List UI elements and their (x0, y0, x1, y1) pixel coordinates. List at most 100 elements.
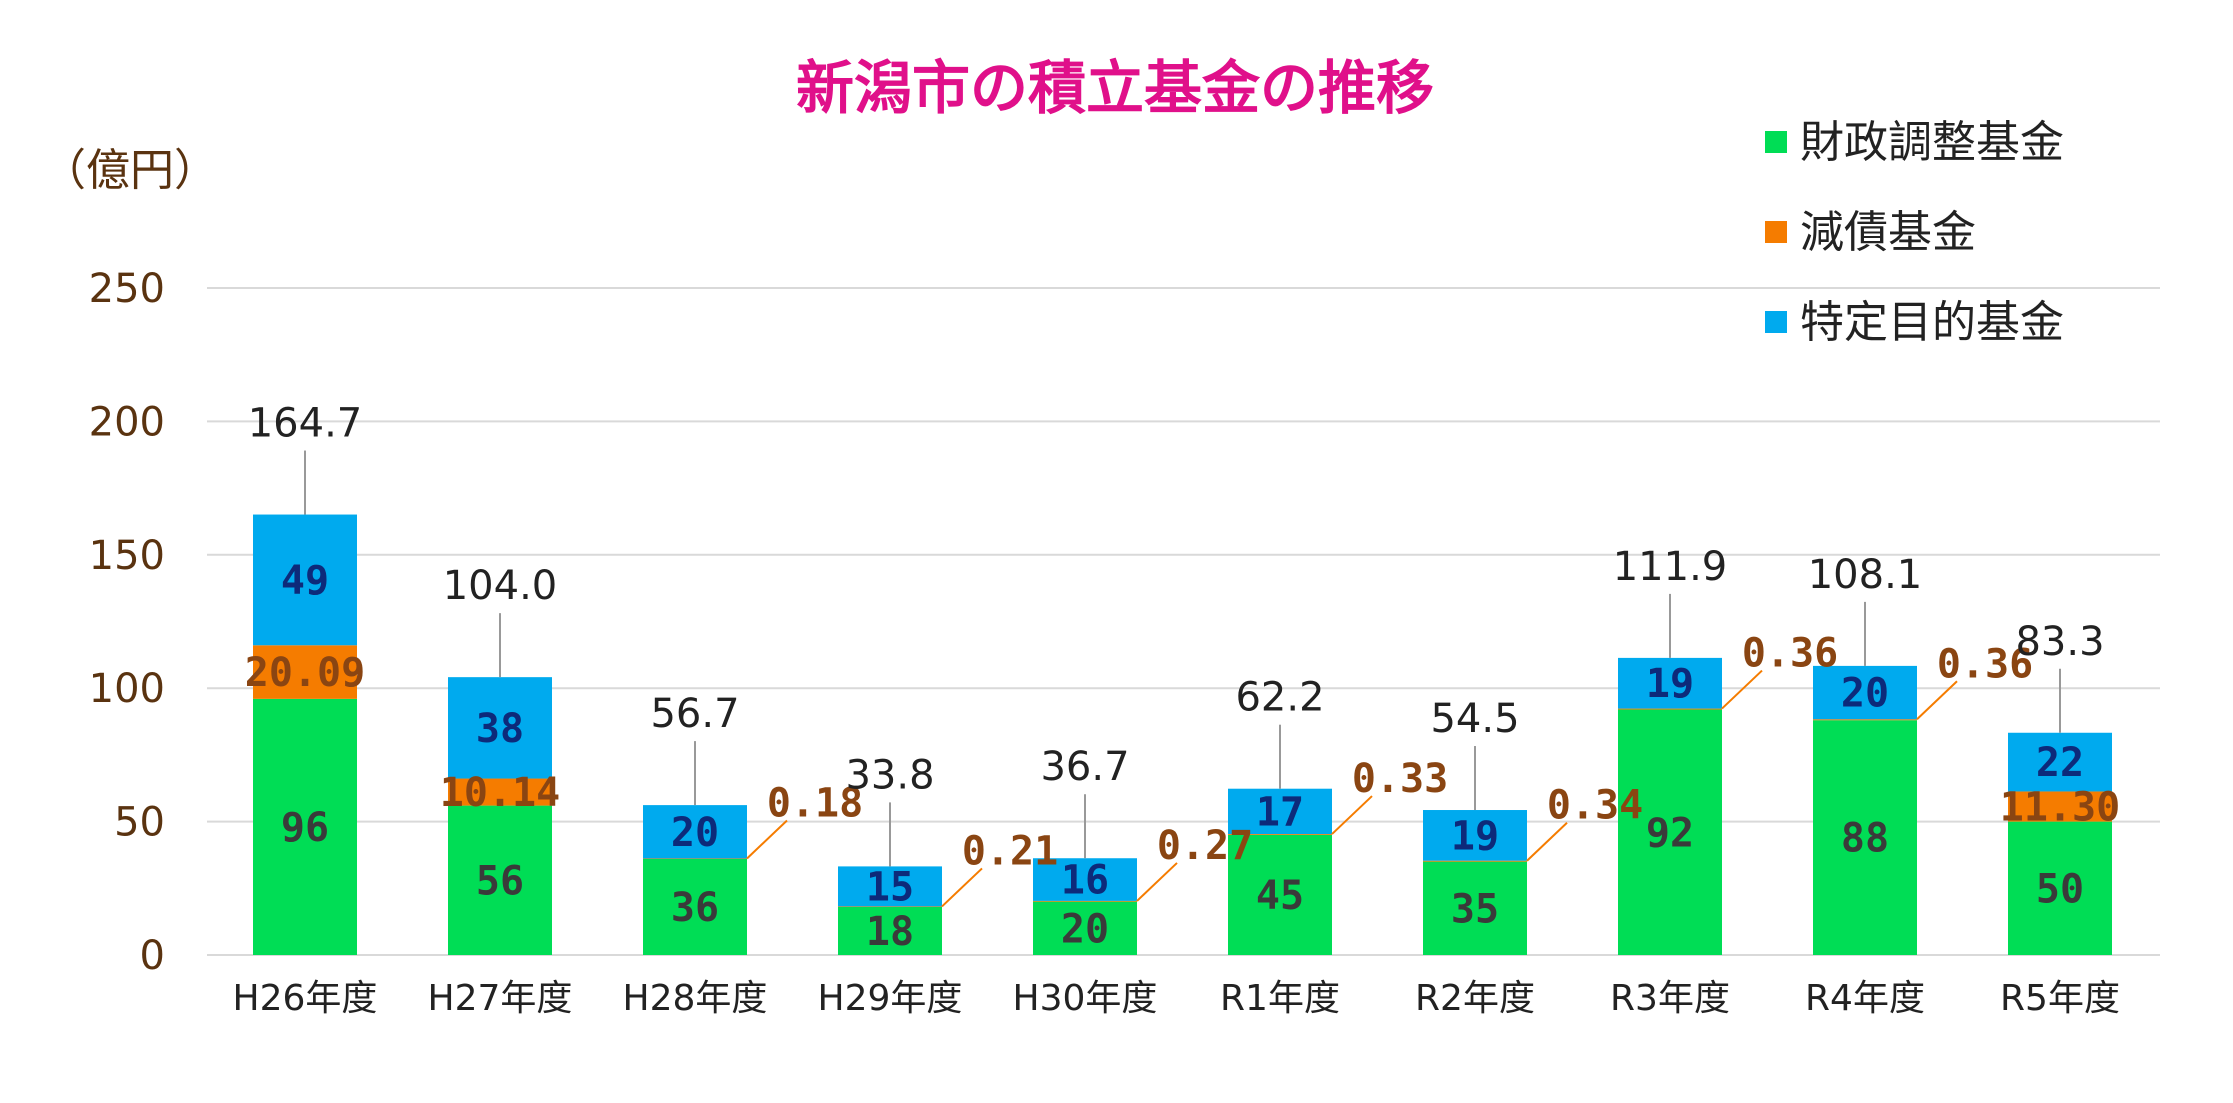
x-tick-label: H27年度 (428, 978, 573, 1019)
x-tick-label: R5年度 (2000, 978, 2120, 1019)
y-axis-unit-label: （億円） (42, 145, 218, 196)
segment-value-label: 19 (1646, 661, 1694, 707)
x-tick-label: H29年度 (818, 978, 963, 1019)
bar-segment (253, 698, 357, 955)
segment-value-label: 18 (866, 909, 914, 955)
bar-segment (253, 514, 357, 646)
y-tick-label: 50 (114, 800, 165, 846)
segment-value-callout: 0.27 (1157, 823, 1253, 869)
total-value-label: 104.0 (443, 563, 558, 609)
bar-segment (253, 645, 357, 699)
bar-segment (1618, 709, 1722, 955)
bar-segment (1033, 900, 1137, 902)
x-tick-label: R4年度 (1805, 978, 1925, 1019)
legend-label: 特定目的基金 (1800, 297, 2064, 348)
x-tick-label: H30年度 (1013, 978, 1158, 1019)
bar-segment (1228, 834, 1332, 835)
callout-leader-line (1721, 669, 1763, 710)
total-value-label: 111.9 (1613, 544, 1728, 590)
bar-segment (1228, 788, 1332, 835)
segment-value-callout: 0.36 (1742, 631, 1838, 677)
bar-segment (838, 866, 942, 907)
segment-value-label: 20 (1061, 906, 1109, 952)
total-value-label: 56.7 (650, 691, 739, 737)
segment-value-label: 22 (2036, 740, 2084, 786)
bar-segment (1228, 834, 1332, 955)
legend-swatch (1765, 131, 1787, 153)
y-tick-label: 200 (89, 399, 165, 445)
bar-segment (643, 805, 747, 859)
bar-segment (1033, 901, 1137, 955)
callout-leader-line (1916, 680, 1958, 720)
segment-value-label: 17 (1256, 789, 1304, 835)
segment-value-label: 49 (281, 558, 329, 604)
bar-segment (448, 805, 552, 955)
x-axis-ticks: H26年度 H27年度 H28年度 H29年度 H30年度 R1年度 R2年度 R3年度 R4年… (233, 978, 2120, 1019)
bar-segment (643, 858, 747, 955)
bars (253, 514, 2112, 955)
segment-value-label: 88 (1841, 816, 1889, 862)
x-tick-label: H28年度 (623, 978, 768, 1019)
segment-value-label: 36 (671, 885, 719, 931)
bar-segment (1423, 810, 1527, 861)
segment-value-callout: 0.33 (1352, 756, 1448, 802)
legend-label: 減債基金 (1800, 207, 1976, 258)
total-value-label: 164.7 (248, 401, 363, 447)
legend-swatch (1765, 221, 1787, 243)
callout-leader-line (941, 867, 983, 908)
segment-value-label: 15 (866, 864, 914, 910)
callout-leader-line (1331, 795, 1373, 835)
x-tick-label: H26年度 (233, 978, 378, 1019)
total-value-label: 33.8 (845, 752, 934, 798)
segment-value-label: 10.14 (440, 770, 560, 816)
bar-segment (1813, 665, 1917, 720)
bar-segment (838, 906, 942, 907)
callout-leader-line (1526, 821, 1568, 862)
legend-swatch (1765, 311, 1787, 333)
segment-value-label: 92 (1646, 810, 1694, 856)
bar-segment (1033, 858, 1137, 901)
bar-segment (1813, 720, 1917, 955)
bar-segment (1813, 719, 1917, 721)
bar-segment (1423, 861, 1527, 955)
segment-value-label: 19 (1451, 813, 1499, 859)
total-value-label: 54.5 (1430, 696, 1519, 742)
callout-leader-line (746, 819, 788, 860)
segment-value-label: 38 (476, 706, 524, 752)
y-axis-ticks: 0 50 100 150 200 250 (89, 266, 165, 979)
segment-value-label: 56 (476, 858, 524, 904)
segment-value-label: 11.30 (2000, 785, 2120, 831)
segment-value-label: 50 (2036, 866, 2084, 912)
segment-value-label: 45 (1256, 873, 1304, 919)
segment-value-callout: 0.36 (1937, 641, 2033, 687)
segment-value-callout: 0.18 (767, 780, 863, 826)
bar-segment (448, 677, 552, 779)
bar-segment (2008, 791, 2112, 822)
bar-segment (448, 778, 552, 806)
y-tick-label: 150 (89, 533, 165, 579)
segment-value-label: 20.09 (245, 650, 365, 696)
chart-title: 新潟市の積立基金の推移 (796, 54, 1434, 122)
legend-label: 財政調整基金 (1800, 117, 2064, 168)
bar-segment (1423, 860, 1527, 862)
segment-value-callout: 0.34 (1547, 783, 1643, 829)
callout-leader-line (1136, 862, 1178, 902)
total-value-label: 83.3 (2015, 619, 2104, 665)
segment-value-callout: 0.21 (962, 828, 1058, 874)
bar-segment (2008, 732, 2112, 792)
y-tick-label: 0 (140, 933, 165, 979)
segment-value-label: 20 (671, 810, 719, 856)
segment-value-label: 35 (1451, 886, 1499, 932)
bar-segment (2008, 821, 2112, 955)
bar-segment (838, 906, 942, 955)
x-tick-label: R2年度 (1415, 978, 1535, 1019)
segment-value-label: 96 (281, 805, 329, 851)
total-value-label: 108.1 (1808, 552, 1923, 598)
total-value-label: 36.7 (1040, 744, 1129, 790)
total-value-label: 62.2 (1235, 675, 1324, 721)
y-tick-label: 250 (89, 266, 165, 312)
y-tick-label: 100 (89, 666, 165, 712)
